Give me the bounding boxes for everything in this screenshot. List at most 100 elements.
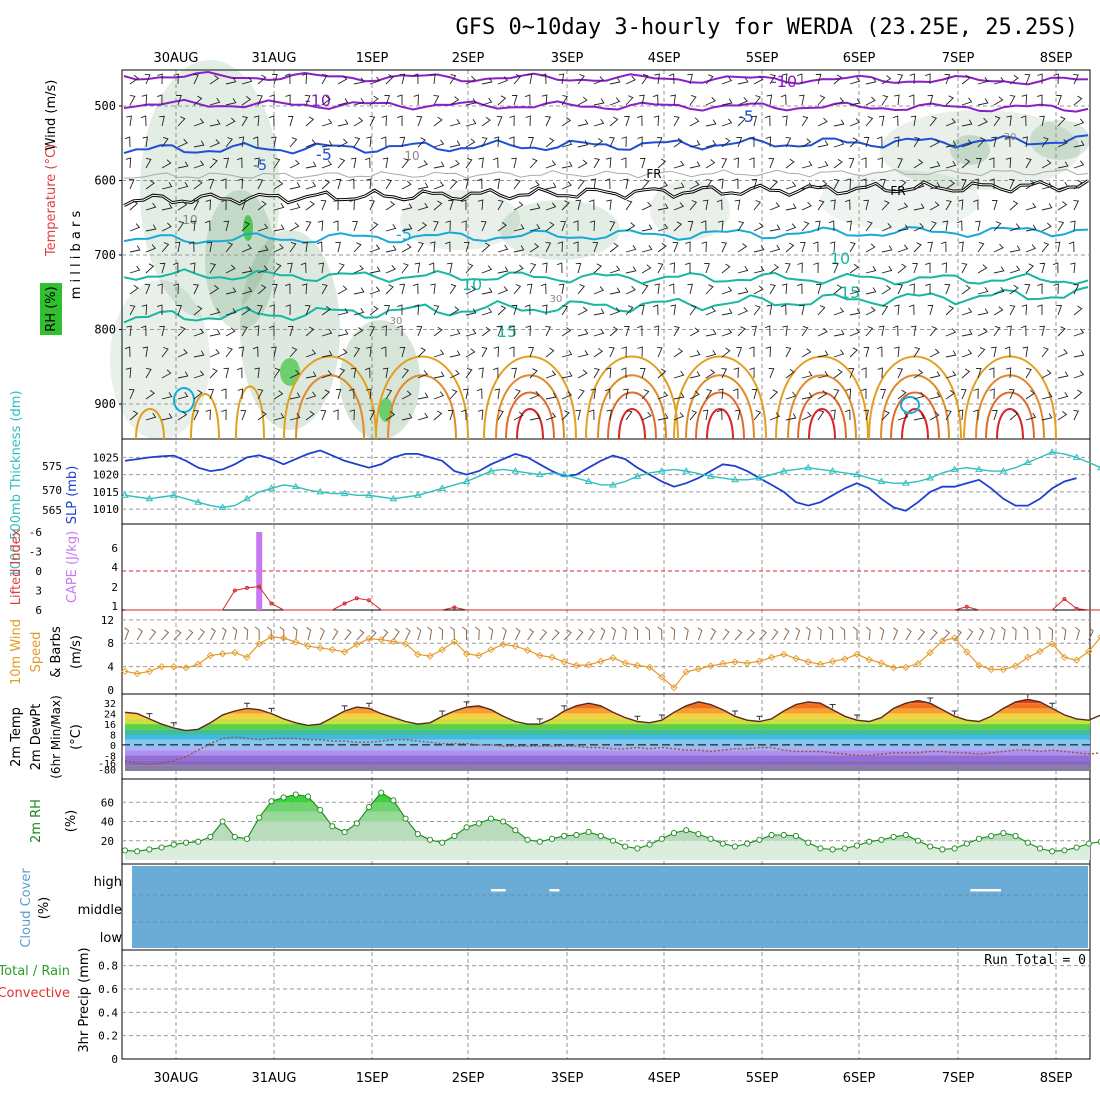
wind-barb — [878, 325, 885, 337]
thickness-marker — [828, 467, 837, 474]
wind-barb — [718, 220, 724, 232]
rh-marker — [268, 798, 275, 805]
temp-contour-minus10-thin — [123, 168, 1089, 179]
ylabel-slp: SLP (mb) — [65, 466, 80, 525]
warm-contour-loop — [190, 393, 220, 440]
wind-barb — [289, 182, 301, 190]
wind-barb — [878, 115, 885, 127]
date-label-top: 8SEP — [1040, 51, 1073, 66]
ylabel-temp-a: 2m Temp — [9, 707, 24, 767]
wind-barb — [481, 265, 493, 274]
wind-barb — [369, 325, 376, 337]
cloud-level-label: middle — [78, 903, 122, 918]
rh-marker — [731, 843, 739, 850]
wind-barb — [237, 388, 244, 400]
wind-barb — [289, 369, 300, 379]
wind-barb — [221, 178, 227, 189]
wind-barb — [413, 304, 420, 316]
wind-barb — [929, 326, 938, 337]
wind-barb — [237, 178, 243, 190]
wind-barb — [973, 199, 979, 211]
wind-barb — [177, 326, 186, 337]
temp-tick-label: 0 — [110, 741, 116, 752]
wind-barb — [768, 368, 775, 379]
wind-speed-marker — [365, 634, 373, 643]
wind-barb — [177, 348, 188, 358]
wind-tick-label: 4 — [107, 661, 114, 674]
wind-speed-marker — [1048, 640, 1056, 648]
warm-contour-loop — [585, 355, 679, 440]
date-label-top: 3SEP — [551, 51, 584, 66]
rh-marker — [561, 832, 568, 839]
wind-barb — [353, 327, 364, 337]
wind-barb — [141, 304, 148, 316]
wind-barb — [989, 388, 995, 400]
wind-barb — [813, 241, 819, 253]
wind-barb — [769, 244, 781, 253]
wind-barb — [624, 116, 630, 127]
wind-barb — [526, 283, 533, 295]
wind-barb — [545, 115, 551, 127]
wind-barb — [993, 266, 1005, 274]
wind-barb — [430, 73, 436, 85]
wind-tick-label: 12 — [101, 614, 114, 627]
li-tick-label: -6 — [29, 526, 42, 539]
upper-wind-barbs — [124, 73, 1085, 421]
wind-barb — [385, 178, 393, 190]
wind-barb — [240, 410, 247, 421]
wind-barb — [605, 157, 612, 169]
wind-barb — [897, 389, 907, 400]
wind-barb — [1006, 115, 1012, 127]
wind-barb — [1004, 346, 1011, 358]
wind-barb — [465, 75, 476, 85]
wind-barb — [704, 263, 710, 274]
wind-barb — [433, 139, 445, 148]
wind-speed-marker — [1036, 647, 1044, 656]
wind-barb — [609, 116, 619, 127]
wind-barb — [908, 304, 915, 316]
temp-band — [125, 699, 1090, 704]
surface-wind-barb — [588, 628, 595, 641]
panel-frame-slp — [121, 438, 1091, 525]
wind-barb — [558, 283, 565, 295]
rh-marker — [695, 830, 702, 838]
wind-barb — [833, 349, 845, 358]
wind-barb — [509, 325, 515, 337]
wind-barb — [417, 347, 426, 358]
li-tick-label: -3 — [29, 546, 42, 559]
wind-barb — [1024, 73, 1031, 85]
temp-maxmin-marker — [439, 710, 446, 715]
wind-barb — [977, 117, 988, 127]
wind-barb — [417, 222, 428, 232]
wind-barb — [575, 409, 581, 421]
wind-barb — [208, 179, 215, 190]
wind-barb — [289, 241, 297, 253]
wind-barb — [465, 285, 476, 295]
wind-barb — [144, 283, 151, 295]
wind-barb — [641, 179, 650, 190]
wind-barb — [497, 76, 509, 85]
wind-barb — [461, 409, 467, 421]
wind-barb — [849, 241, 856, 253]
wind-barb — [753, 75, 764, 85]
wind-barb — [625, 305, 634, 316]
surface-wind-barb — [600, 627, 606, 641]
wind-barb — [209, 139, 220, 148]
wind-barb — [689, 327, 700, 337]
wind-speed-marker — [560, 658, 568, 666]
wind-barb — [1057, 201, 1068, 211]
rh-shading — [950, 135, 990, 165]
wind-barb — [561, 371, 573, 379]
rh-marker — [646, 841, 653, 848]
wind-barb — [561, 139, 573, 148]
wind-barb — [545, 392, 557, 400]
wind-barb — [1073, 305, 1083, 316]
wind-barb — [1025, 389, 1035, 400]
wind-barb — [401, 224, 413, 232]
wind-barb — [944, 284, 951, 295]
wind-barb — [764, 115, 771, 127]
ylabel-wind10-b: Speed — [29, 632, 44, 673]
rh-marker — [280, 794, 287, 801]
wind-speed-marker — [401, 640, 410, 648]
